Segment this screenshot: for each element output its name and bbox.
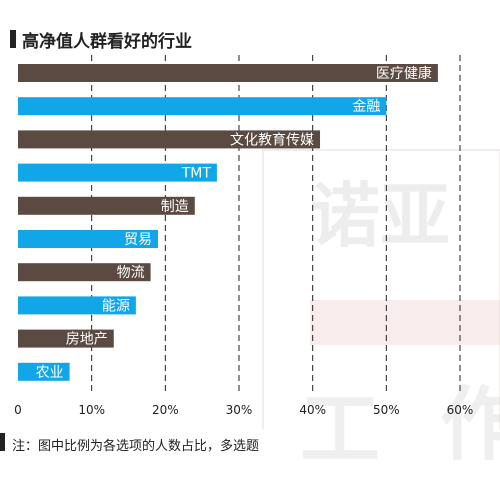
watermark-gong: 工 (300, 383, 380, 476)
bar-label-4: 制造 (161, 199, 189, 215)
x-tick-label-2: 20% (152, 403, 179, 417)
watermark-noah: 诺亚 (310, 175, 450, 257)
gridlines (91, 55, 461, 395)
bar-label-9: 农业 (36, 365, 64, 381)
bar-8 (18, 329, 114, 348)
x-tick-label-0: 0 (14, 403, 22, 417)
bar-3 (18, 163, 217, 182)
bars (18, 64, 438, 381)
bar-1 (18, 97, 387, 116)
bar-label-1: 金融 (352, 99, 380, 115)
bar-label-3: TMT (181, 166, 212, 182)
bar-label-7: 能源 (102, 298, 130, 314)
bar-0 (18, 64, 438, 82)
footnote: 注：图中比例为各选项的人数占比，多选题 (12, 439, 260, 454)
x-tick-label-4: 40% (299, 403, 326, 417)
x-tick-label-1: 10% (78, 403, 105, 417)
bar-label-5: 贸易 (124, 232, 152, 248)
bar-5 (18, 230, 158, 248)
bar-9 (18, 362, 70, 381)
bar-label-6: 物流 (117, 265, 145, 281)
watermark-zuo: 作 (440, 378, 500, 471)
bar-label-2: 文化教育传媒 (230, 132, 314, 148)
footnote-accent-bar (0, 433, 5, 451)
x-tick-label-3: 30% (226, 403, 253, 417)
x-tick-label-5: 50% (373, 403, 400, 417)
bar-4 (18, 196, 195, 215)
bar-label-0: 医疗健康 (376, 65, 432, 82)
x-axis-ticks: 0 10% 20% 30% 40% 50% 60% (14, 403, 473, 417)
bar-label-8: 房地产 (66, 332, 108, 348)
chart-title: 高净值人群看好的行业 (22, 32, 192, 52)
bar-7 (18, 296, 136, 315)
title-accent-bar (10, 30, 16, 48)
bar-6 (18, 263, 151, 282)
watermark-blocks (262, 149, 500, 430)
bar-2 (18, 130, 321, 149)
x-tick-label-6: 60% (447, 403, 474, 417)
